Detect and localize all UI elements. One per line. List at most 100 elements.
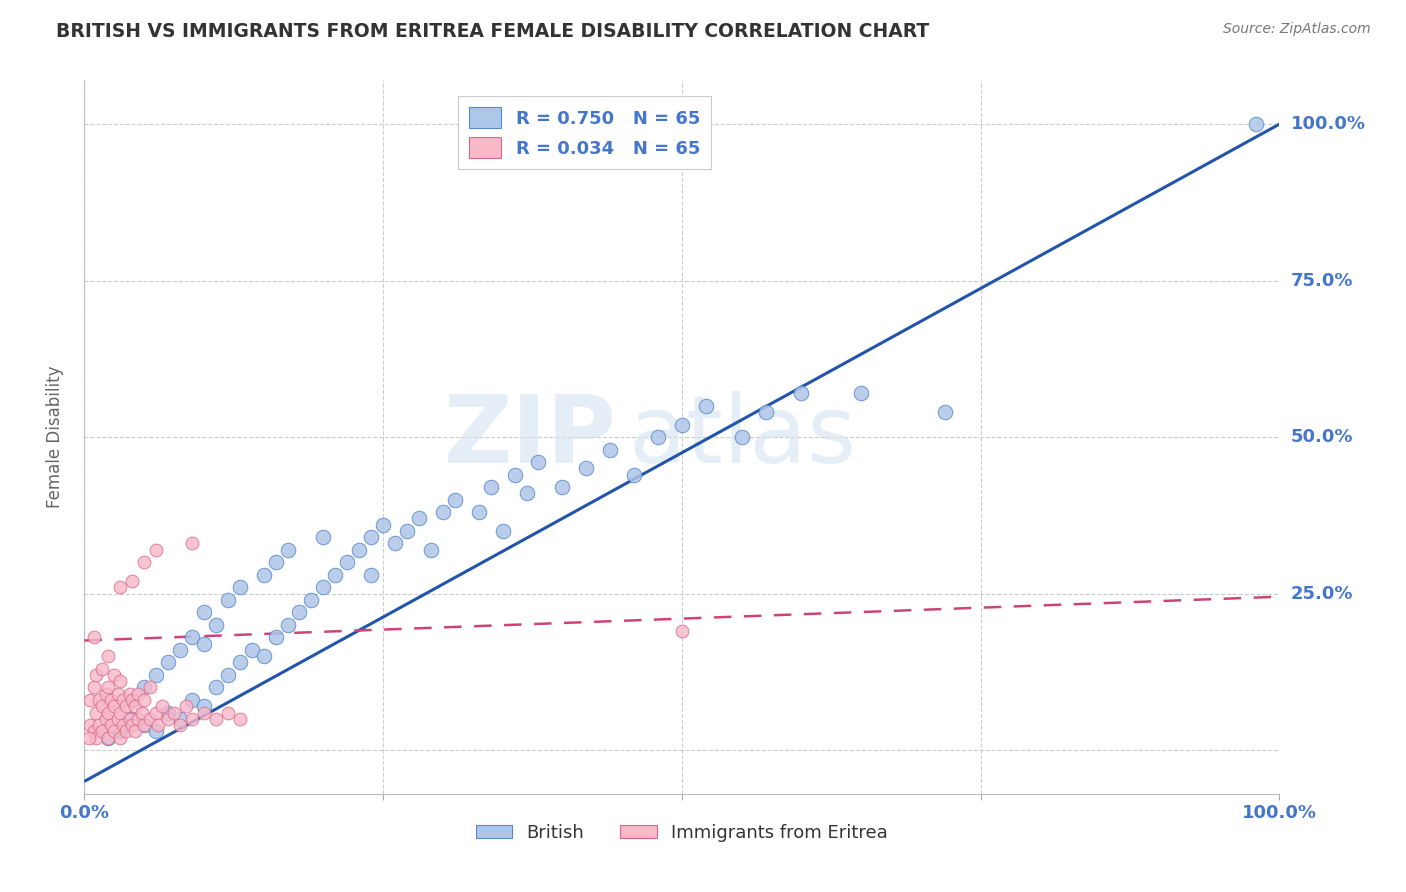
Point [97,706,120,720]
Point [103,724,125,739]
Point [396,524,419,538]
Point [288,605,311,619]
Point [647,430,669,444]
Point [107,687,129,701]
Point [169,718,191,732]
Point [115,699,138,714]
Point [384,536,406,550]
Point [132,693,156,707]
Point [312,580,335,594]
Point [118,712,141,726]
Point [157,712,180,726]
Point [139,681,162,695]
Point [217,706,239,720]
Point [205,712,228,726]
Point [103,699,125,714]
Point [325,567,347,582]
Point [301,592,323,607]
Point [94,712,117,726]
Point [527,455,550,469]
Point [479,480,502,494]
Point [217,668,239,682]
Point [229,580,252,594]
Point [127,712,149,726]
Point [83,724,105,739]
Point [277,542,299,557]
Point [124,699,146,714]
Point [349,542,371,557]
Text: 100.0%: 100.0% [1291,115,1365,133]
Point [107,712,129,726]
Point [181,536,204,550]
Point [163,706,186,720]
Point [121,693,143,707]
Text: ZIP: ZIP [443,391,616,483]
Point [264,631,287,645]
Point [110,706,132,720]
Point [420,542,443,557]
Point [111,693,134,707]
Point [148,718,170,732]
Point [360,567,382,582]
Point [174,699,197,714]
Point [240,643,263,657]
Point [312,530,335,544]
Point [79,693,101,707]
Point [145,542,167,557]
Point [755,405,778,419]
Text: BRITISH VS IMMIGRANTS FROM ERITREA FEMALE DISABILITY CORRELATION CHART: BRITISH VS IMMIGRANTS FROM ERITREA FEMAL… [56,22,929,41]
Point [492,524,515,538]
Point [373,517,395,532]
Point [360,530,382,544]
Point [851,386,873,401]
Point [503,467,526,482]
Point [408,511,430,525]
Point [181,712,204,726]
Point [157,706,180,720]
Point [86,706,108,720]
Point [87,718,110,732]
Point [77,731,100,745]
Point [118,687,141,701]
Point [110,674,132,689]
Point [132,718,156,732]
Point [671,417,693,432]
Point [599,442,621,457]
Point [115,724,138,739]
Point [193,706,215,720]
Point [150,699,173,714]
Point [169,712,191,726]
Point [169,643,191,657]
Point [934,405,956,419]
Point [97,731,120,745]
Point [336,555,359,569]
Text: atlas: atlas [628,391,856,483]
Text: 50.0%: 50.0% [1291,428,1353,446]
Point [121,718,143,732]
Point [132,681,156,695]
Point [264,555,287,569]
Point [444,492,467,507]
Point [103,668,125,682]
Point [575,461,598,475]
Point [121,574,143,588]
Point [193,699,215,714]
Point [121,712,143,726]
Point [131,706,153,720]
Point [97,731,120,745]
Point [121,693,143,707]
Point [111,718,134,732]
Point [83,681,105,695]
Point [100,718,122,732]
Point [132,718,156,732]
Point [79,718,101,732]
Text: 25.0%: 25.0% [1291,584,1353,603]
Point [229,656,252,670]
Point [253,567,276,582]
Point [695,399,717,413]
Point [790,386,813,401]
Point [145,724,167,739]
Point [83,631,105,645]
Legend: British, Immigrants from Eritrea: British, Immigrants from Eritrea [468,817,896,849]
Point [110,580,132,594]
